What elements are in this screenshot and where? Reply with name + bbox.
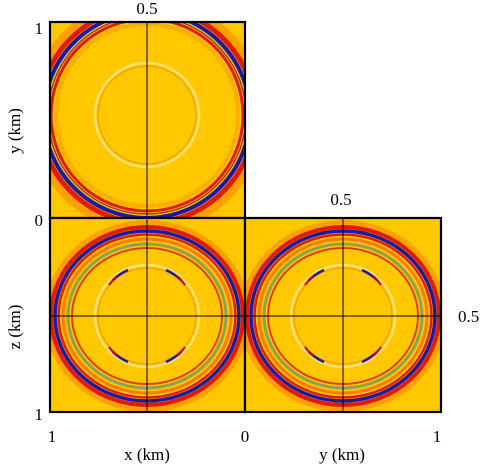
bottom-x-1-label: 1 — [48, 427, 57, 446]
tick-1-top: 1 — [35, 19, 44, 38]
yz-top-tick-label: 0.5 — [330, 190, 351, 209]
xy-top-tick-label: 0.5 — [136, 0, 157, 18]
y-axis-bottom-label: y (km) — [319, 445, 365, 464]
x-axis-bottom-label: x (km) — [124, 445, 170, 464]
yz-right-tick-label: 0.5 — [458, 307, 479, 326]
tick-0-mid: 0 — [35, 211, 44, 230]
y-axis-label: y (km) — [5, 108, 24, 154]
panel-xz — [50, 218, 245, 412]
panel-yz-frame — [243, 216, 443, 414]
z-axis-label: z (km) — [5, 305, 24, 350]
panel-yz — [245, 218, 441, 412]
bottom-y-1-label: 1 — [433, 427, 442, 446]
bottom-0-label: 0 — [241, 427, 250, 446]
panel-xy — [50, 22, 245, 218]
tick-1-bottom: 1 — [35, 405, 44, 424]
